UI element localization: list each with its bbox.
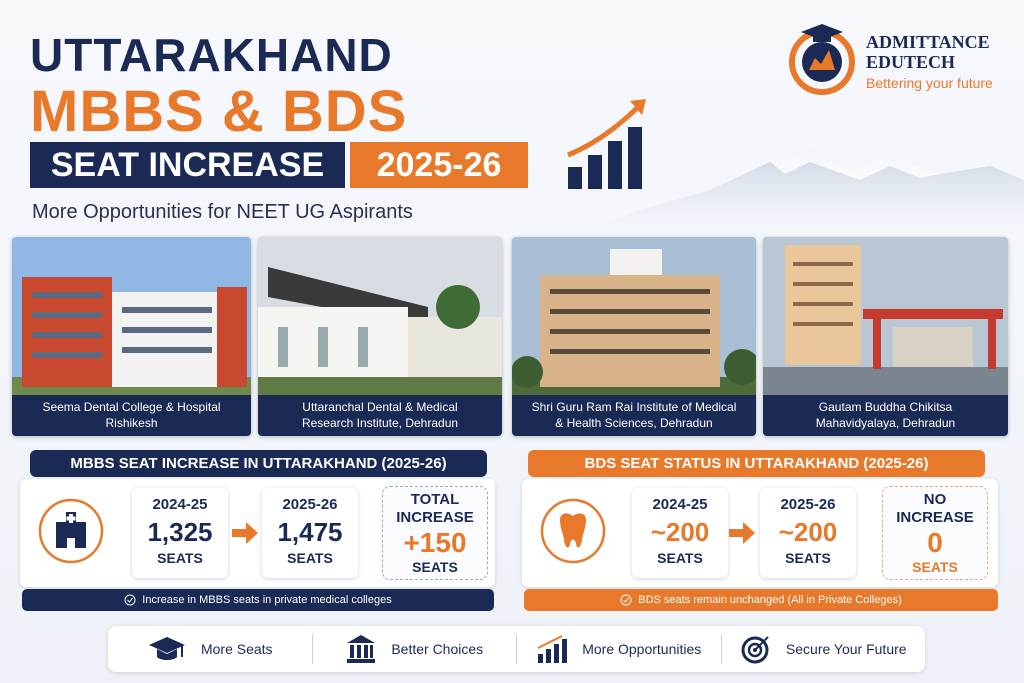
cap-icon xyxy=(148,637,185,660)
caption-line: Research Institute, Dehradun xyxy=(301,416,459,430)
section-note: BDS seats remain unchanged (All in Priva… xyxy=(524,589,998,611)
college-card: Shri Guru Ram Rai Institute of Medical & … xyxy=(512,237,756,436)
stat-year: 2024-25 xyxy=(652,496,708,513)
stat-box: 2025-26 ~200 SEATS xyxy=(760,488,856,578)
stat-unit: SEATS xyxy=(657,550,703,566)
stat-year: 2025-26 xyxy=(282,496,338,513)
change-unit: SEATS xyxy=(912,559,958,575)
change-box: NO INCREASE 0 SEATS xyxy=(882,486,988,580)
stat-box: 2024-25 1,325 SEATS xyxy=(132,488,228,578)
hospital-icon xyxy=(38,498,104,564)
change-count: +150 xyxy=(403,527,467,558)
feature-text: More Seats xyxy=(200,641,273,657)
mountains xyxy=(560,150,1024,240)
logo xyxy=(789,24,855,95)
caption-line: Gautam Buddha Chikitsa xyxy=(818,400,953,414)
section-heading: MBBS SEAT INCREASE IN UTTARAKHAND (2025-… xyxy=(30,450,487,477)
change-unit: SEATS xyxy=(412,559,458,575)
stat-count: 1,325 xyxy=(147,517,213,547)
arrow xyxy=(232,522,258,544)
brand-name: EDUTECH xyxy=(866,52,956,72)
feature: More Seats xyxy=(108,634,313,664)
change-label: TOTAL xyxy=(410,491,460,508)
stat-year: 2024-25 xyxy=(152,496,208,513)
college-photo xyxy=(258,237,502,395)
badge: SEAT INCREASE xyxy=(30,142,345,188)
stat-unit: SEATS xyxy=(287,550,333,566)
tooth-icon xyxy=(540,498,606,564)
stat-count: ~200 xyxy=(650,517,710,547)
feature: Secure Your Future xyxy=(722,634,926,664)
change-label: INCREASE xyxy=(396,509,474,526)
feature-text: Better Choices xyxy=(391,641,484,657)
stat-count: 1,475 xyxy=(277,517,343,547)
college-card: Seema Dental College & Hospital Rishikesh xyxy=(12,237,251,436)
note-text: Increase in MBBS seats in private medica… xyxy=(142,594,392,606)
arrow xyxy=(729,522,755,544)
college-caption: Gautam Buddha Chikitsa Mahavidyalaya, Deh… xyxy=(763,395,1008,436)
check-icon xyxy=(620,594,632,606)
stat-unit: SEATS xyxy=(157,550,203,566)
caption-line: Rishikesh xyxy=(105,416,158,430)
college-card: Gautam Buddha Chikitsa Mahavidyalaya, Deh… xyxy=(763,237,1008,436)
feature-bar: More Seats Better Choices More Opportuni… xyxy=(108,626,925,672)
caption-line: Seema Dental College & Hospital xyxy=(42,400,221,414)
subtitle: More Opportunities for NEET UG Aspirants xyxy=(32,201,413,223)
college-photo xyxy=(763,237,1008,395)
caption-line: Mahavidyalaya, Dehradun xyxy=(815,416,956,430)
caption-line: & Health Sciences, Dehradun xyxy=(555,416,713,430)
stat-box: 2025-26 1,475 SEATS xyxy=(262,488,358,578)
change-box: TOTAL INCREASE +150 SEATS xyxy=(382,486,488,580)
college-photo xyxy=(512,237,756,395)
check-icon xyxy=(124,594,136,606)
stat-count: ~200 xyxy=(778,517,838,547)
caption-line: Uttaranchal Dental & Medical xyxy=(302,400,458,414)
feature: More Opportunities xyxy=(517,634,722,664)
change-count: 0 xyxy=(927,527,943,558)
bank-icon xyxy=(347,635,376,663)
badge: 2025-26 xyxy=(350,142,528,188)
brand-tagline: Bettering your future xyxy=(866,75,993,91)
title-line: MBBS & BDS xyxy=(30,79,408,144)
college-caption: Uttaranchal Dental & Medical Research Ins… xyxy=(258,395,502,436)
feature: Better Choices xyxy=(313,634,517,664)
college-caption: Shri Guru Ram Rai Institute of Medical & … xyxy=(512,395,756,436)
target-icon xyxy=(741,636,769,664)
college-card: Uttaranchal Dental & Medical Research Ins… xyxy=(258,237,502,436)
chart-icon xyxy=(537,635,568,663)
section-heading: BDS SEAT STATUS IN UTTARAKHAND (2025-26) xyxy=(528,450,985,477)
caption-line: Shri Guru Ram Rai Institute of Medical xyxy=(531,400,737,414)
title-line: UTTARAKHAND xyxy=(30,29,393,81)
section-note: Increase in MBBS seats in private medica… xyxy=(22,589,494,611)
change-label: INCREASE xyxy=(896,509,974,526)
brand: ADMITTANCE EDUTECH xyxy=(866,32,990,72)
note-text: BDS seats remain unchanged (All in Priva… xyxy=(638,594,902,606)
growth-icon xyxy=(567,99,646,189)
change-label: NO xyxy=(923,491,947,508)
college-photo xyxy=(12,237,251,395)
college-caption: Seema Dental College & Hospital Rishikesh xyxy=(12,395,251,436)
stat-year: 2025-26 xyxy=(780,496,836,513)
stat-unit: SEATS xyxy=(785,550,831,566)
stat-box: 2024-25 ~200 SEATS xyxy=(632,488,728,578)
feature-text: More Opportunities xyxy=(582,641,702,657)
feature-text: Secure Your Future xyxy=(785,641,907,657)
brand-name: ADMITTANCE xyxy=(866,32,990,52)
